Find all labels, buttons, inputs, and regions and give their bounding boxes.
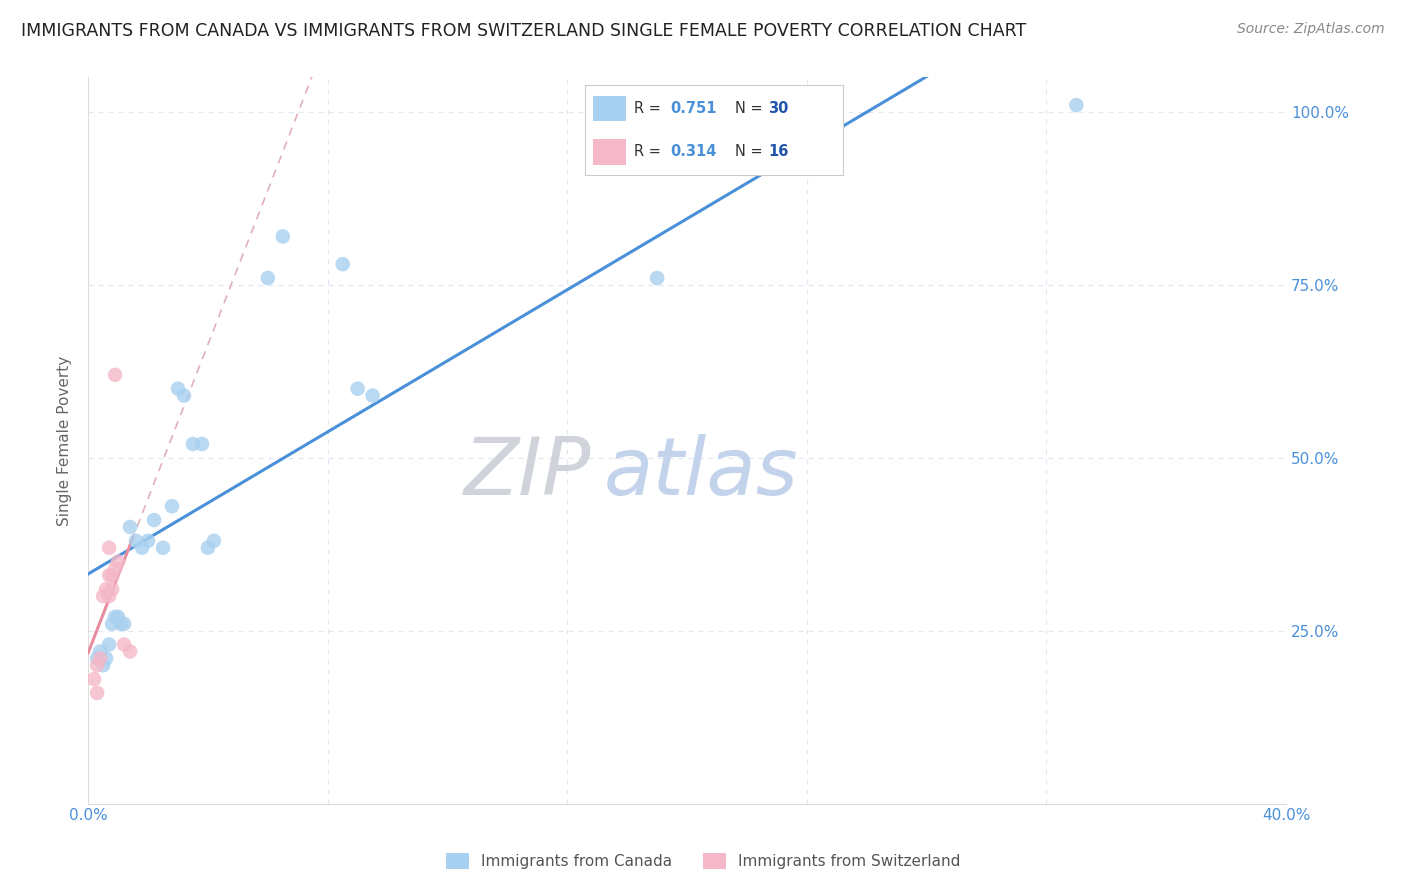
Point bbox=[89, 651, 111, 665]
Point bbox=[91, 658, 114, 673]
Point bbox=[101, 568, 124, 582]
Point bbox=[167, 382, 190, 396]
Point bbox=[181, 437, 204, 451]
Point bbox=[94, 651, 117, 665]
Point bbox=[98, 589, 121, 603]
Point bbox=[86, 658, 108, 673]
Point bbox=[107, 555, 129, 569]
Point bbox=[107, 610, 129, 624]
Point bbox=[94, 582, 117, 597]
Point bbox=[112, 616, 135, 631]
Point bbox=[271, 229, 294, 244]
Point bbox=[131, 541, 153, 555]
Point bbox=[91, 589, 114, 603]
Point bbox=[173, 388, 195, 402]
Y-axis label: Single Female Poverty: Single Female Poverty bbox=[58, 355, 72, 525]
Point bbox=[98, 568, 121, 582]
Text: ZIP: ZIP bbox=[464, 434, 592, 512]
Point bbox=[143, 513, 166, 527]
Point bbox=[256, 271, 278, 285]
Point bbox=[120, 644, 142, 658]
Text: atlas: atlas bbox=[603, 434, 799, 512]
Point bbox=[202, 533, 225, 548]
Point bbox=[112, 638, 135, 652]
Point bbox=[160, 500, 183, 514]
Point bbox=[86, 686, 108, 700]
Point bbox=[86, 651, 108, 665]
Point bbox=[104, 610, 127, 624]
Point bbox=[120, 520, 142, 534]
Point bbox=[346, 382, 368, 396]
Point bbox=[89, 644, 111, 658]
Point bbox=[197, 541, 219, 555]
Point bbox=[136, 533, 159, 548]
Point bbox=[110, 616, 132, 631]
Point bbox=[125, 533, 148, 548]
Point bbox=[191, 437, 214, 451]
Point bbox=[361, 388, 384, 402]
Point bbox=[83, 672, 105, 686]
Point bbox=[101, 582, 124, 597]
Point bbox=[104, 561, 127, 575]
Point bbox=[1066, 98, 1088, 112]
Point bbox=[645, 271, 668, 285]
Point bbox=[101, 616, 124, 631]
Point bbox=[332, 257, 354, 271]
Legend: Immigrants from Canada, Immigrants from Switzerland: Immigrants from Canada, Immigrants from … bbox=[440, 847, 966, 875]
Point bbox=[104, 368, 127, 382]
Point bbox=[98, 638, 121, 652]
Text: Source: ZipAtlas.com: Source: ZipAtlas.com bbox=[1237, 22, 1385, 37]
Text: IMMIGRANTS FROM CANADA VS IMMIGRANTS FROM SWITZERLAND SINGLE FEMALE POVERTY CORR: IMMIGRANTS FROM CANADA VS IMMIGRANTS FRO… bbox=[21, 22, 1026, 40]
Point bbox=[152, 541, 174, 555]
Point bbox=[98, 541, 121, 555]
